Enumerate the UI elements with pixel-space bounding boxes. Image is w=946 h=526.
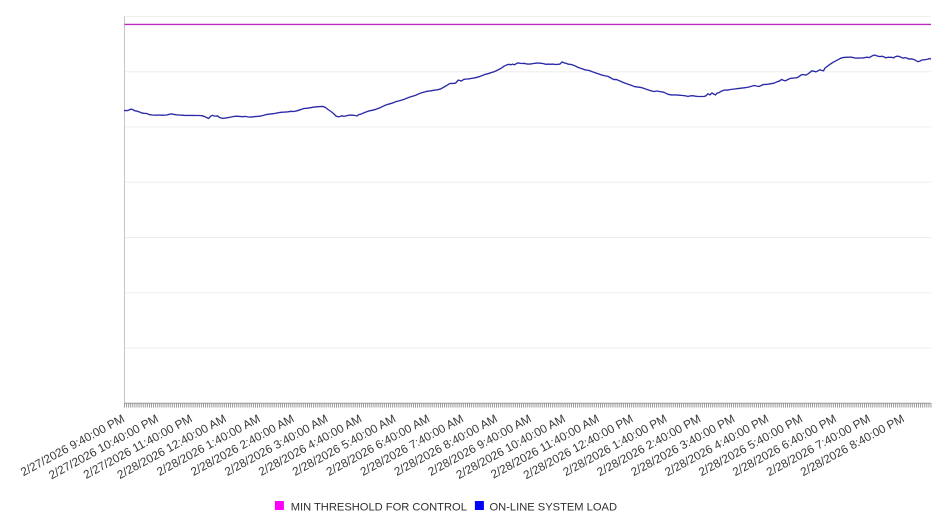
svg-text:MIN THRESHOLD FOR CONTROL: MIN THRESHOLD FOR CONTROL — [291, 501, 467, 513]
svg-text:ON-LINE SYSTEM LOAD: ON-LINE SYSTEM LOAD — [490, 501, 618, 513]
